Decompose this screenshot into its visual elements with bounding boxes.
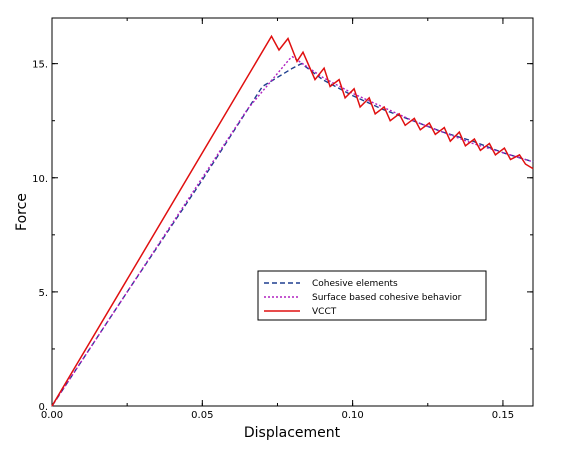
x-tick-label: 0.05 bbox=[191, 410, 213, 421]
y-tick-label: 10. bbox=[32, 174, 48, 185]
series-lines bbox=[51, 34, 534, 407]
legend-label: Surface based cohesive behavior bbox=[312, 293, 462, 303]
legend: Cohesive elements Surface based cohesive … bbox=[257, 270, 487, 321]
series-line-cohesive-elements bbox=[51, 62, 534, 407]
series-line-vcct bbox=[51, 34, 534, 407]
y-axis-title: Force bbox=[14, 193, 30, 231]
x-axis-title: Displacement bbox=[244, 425, 341, 441]
x-tick-label: 0.10 bbox=[341, 410, 363, 421]
legend-label: VCCT bbox=[312, 307, 337, 317]
y-tick-label: 5. bbox=[38, 288, 48, 299]
legend-label: Cohesive elements bbox=[312, 279, 398, 289]
tick-marks bbox=[51, 18, 533, 407]
legend-box bbox=[257, 270, 487, 321]
y-tick-label: 0. bbox=[38, 402, 48, 413]
y-tick-label: 15. bbox=[32, 60, 48, 71]
x-tick-label: 0.15 bbox=[492, 410, 514, 421]
x-tick-label: 0.00 bbox=[41, 410, 63, 421]
plot-frame bbox=[51, 17, 534, 407]
series-line-surface-based-cohesive-behavior bbox=[51, 55, 534, 407]
tick-labels: 0.00 0.05 0.10 0.15 0. 5. 10. 15. bbox=[32, 60, 514, 421]
